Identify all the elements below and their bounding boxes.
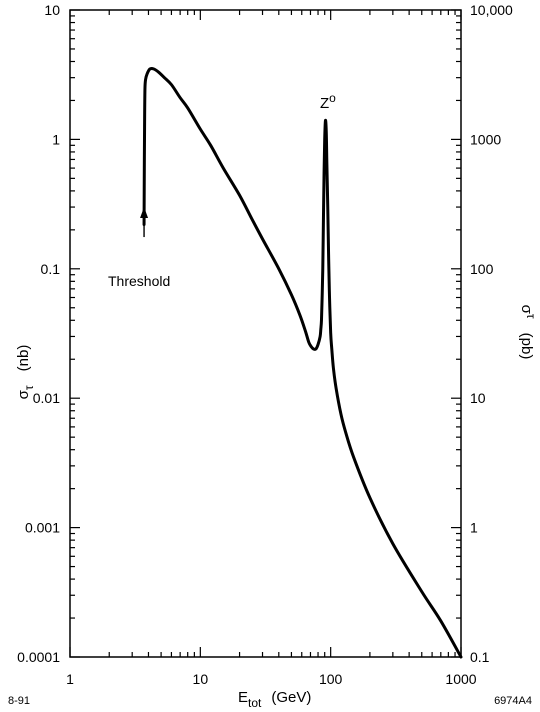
footer-left-code: 8-91 [8,695,30,707]
y-tick-label-right: 10,000 [470,2,513,18]
y-axis-label-left: στ (nb) [15,345,36,400]
y-axis-label-left-unit: (nb) [15,345,32,372]
x-tick-label: 1000 [445,671,476,687]
cross-section-curve [142,66,463,659]
x-tick-label: 100 [319,671,343,687]
z-peak-label-superscript: o [329,91,336,105]
y-tick-label-right: 1000 [470,131,501,147]
threshold-arrow-head [140,207,149,219]
x-axis-label-main: E [238,689,248,706]
x-axis-label: Etot (GeV) [238,689,311,710]
threshold-label: Threshold [108,273,170,289]
plot-frame [69,9,462,658]
z-peak-label-main: Z [320,95,329,112]
y-tick-labels-left: 10 1 0.1 0.01 0.001 0.0001 [17,2,60,665]
x-tick-label: 1 [66,671,74,687]
series-layer [142,66,463,659]
y-tick-label-right: 1 [470,520,478,536]
x-axis-label-unit: (GeV) [271,689,311,706]
x-tick-label: 10 [193,671,209,687]
tick-marks [69,9,462,658]
y-axis-label-right-sub: τ [524,314,538,319]
y-tick-label-left: 1 [52,131,60,147]
y-tick-label-right: 0.1 [470,649,490,665]
y-axis-label-right: στ (pb) [518,305,538,360]
annotation-layer: Threshold Zo [108,91,336,289]
y-tick-label-left: 10 [44,2,60,18]
y-tick-label-left: 0.0001 [17,649,60,665]
x-tick-labels: 1 10 100 1000 [66,671,477,687]
y-tick-label-left: 0.001 [25,520,60,536]
z-peak-label: Zo [320,91,336,112]
y-tick-label-right: 10 [470,390,486,406]
y-axis-label-left-main: σ [15,389,32,399]
y-axis-label-right-unit: (pb) [518,333,535,360]
y-tick-labels-right: 10,000 1000 100 10 1 0.1 [470,2,513,665]
footer-right-code: 6974A4 [494,695,532,707]
y-axis-label-right-main: σ [518,305,535,315]
x-axis-label-sub: tot [248,696,262,710]
y-tick-label-left: 0.1 [41,261,61,277]
y-tick-label-left: 0.01 [33,390,60,406]
y-axis-label-left-sub: τ [22,385,36,390]
y-tick-label-right: 100 [470,261,494,277]
